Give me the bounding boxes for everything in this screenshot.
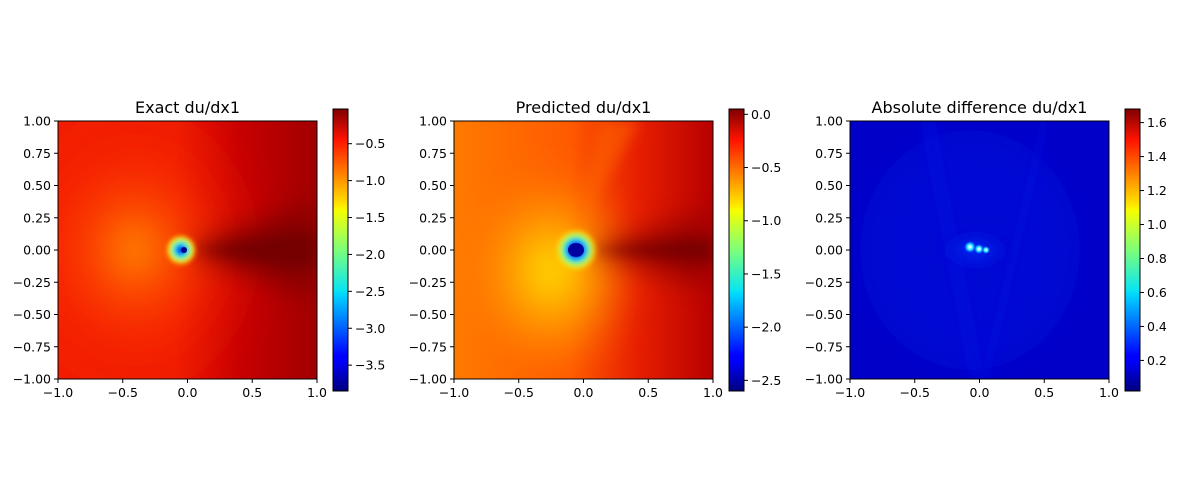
y-tick-label: 1.00 xyxy=(23,114,51,129)
panel-exact: Exact du/dx1 −1.0 −0.5 0.0 0.5 1.0 1.00 0.75 0… xyxy=(13,98,386,400)
x-tick-label: −0.5 xyxy=(900,385,930,400)
y-tick-label: 0.00 xyxy=(815,243,843,258)
y-axis: 1.00 0.75 0.50 0.25 0.00 −0.25 −0.50 −0.75 −1.00 xyxy=(805,114,850,387)
x-tick-label: 1.0 xyxy=(703,385,723,400)
colorbar-tick-label: −2.5 xyxy=(751,373,781,388)
y-tick-label: −0.75 xyxy=(805,339,843,354)
x-tick-label: −0.5 xyxy=(108,385,138,400)
y-tick-label: 0.00 xyxy=(23,243,51,258)
colorbar: 0.0 −0.5 −1.0 −1.5 −2.0 −2.5 xyxy=(728,107,781,392)
colorbar-tick-label: −3.5 xyxy=(355,358,385,373)
colorbar-tick-label: 1.4 xyxy=(1147,149,1167,164)
panel-title: Predicted du/dx1 xyxy=(516,98,652,117)
colorbar-ticks: 0.0 −0.5 −1.0 −1.5 −2.0 −2.5 xyxy=(744,107,781,388)
colorbar-tick-label: 0.6 xyxy=(1147,285,1167,300)
x-tick-label: −0.5 xyxy=(504,385,534,400)
colorbar: 1.6 1.4 1.2 1.0 0.8 0.6 0.4 0.2 xyxy=(1124,108,1167,392)
y-tick-label: −0.25 xyxy=(805,275,843,290)
y-tick-label: −0.50 xyxy=(805,307,843,322)
x-tick-label: 0.0 xyxy=(574,385,594,400)
colorbar-tick-label: −2.0 xyxy=(751,320,781,335)
colorbar: −0.5 −1.0 −1.5 −2.0 −2.5 −3.0 −3.5 xyxy=(332,108,385,392)
y-tick-label: −0.75 xyxy=(13,339,51,354)
y-tick-label: 0.75 xyxy=(419,146,447,161)
y-axis: 1.00 0.75 0.50 0.25 0.00 −0.25 −0.50 −0.75 −1.00 xyxy=(409,114,454,387)
panel-title: Exact du/dx1 xyxy=(135,98,240,117)
y-tick-label: 0.00 xyxy=(419,243,447,258)
colorbar-tick-label: 0.2 xyxy=(1147,353,1167,368)
x-axis: −1.0 −0.5 0.0 0.5 1.0 xyxy=(439,379,723,400)
x-tick-label: 1.0 xyxy=(307,385,327,400)
y-axis: 1.00 0.75 0.50 0.25 0.00 −0.25 −0.50 −0.75 −1.00 xyxy=(13,114,58,387)
panel-title: Absolute difference du/dx1 xyxy=(872,98,1088,117)
x-tick-label: 0.0 xyxy=(970,385,990,400)
colorbar-ticks: −0.5 −1.0 −1.5 −2.0 −2.5 −3.0 −3.5 xyxy=(348,136,385,373)
colorbar-tick-label: −0.5 xyxy=(355,136,385,151)
y-tick-label: −0.75 xyxy=(409,339,447,354)
colorbar-tick-label: −2.0 xyxy=(355,247,385,262)
colorbar-tick-label: −1.0 xyxy=(355,173,385,188)
colorbar-tick-label: 0.4 xyxy=(1147,319,1167,334)
y-tick-label: 0.75 xyxy=(815,146,843,161)
y-tick-label: −0.50 xyxy=(13,307,51,322)
x-tick-label: 0.5 xyxy=(1034,385,1054,400)
heatmap-image xyxy=(454,121,713,379)
y-tick-label: 0.50 xyxy=(815,178,843,193)
heatmap-image xyxy=(58,121,317,379)
colorbar-tick-label: 1.0 xyxy=(1147,217,1167,232)
colorbar-tick-label: 1.6 xyxy=(1147,115,1167,130)
y-tick-label: −1.00 xyxy=(805,372,843,387)
y-tick-label: 0.50 xyxy=(23,178,51,193)
x-tick-label: −1.0 xyxy=(835,385,865,400)
colorbar-ticks: 1.6 1.4 1.2 1.0 0.8 0.6 0.4 0.2 xyxy=(1140,115,1167,368)
y-tick-label: −0.25 xyxy=(409,275,447,290)
y-tick-label: 0.75 xyxy=(23,146,51,161)
x-tick-label: 0.5 xyxy=(242,385,262,400)
y-tick-label: 0.25 xyxy=(23,210,51,225)
x-tick-label: −1.0 xyxy=(43,385,73,400)
y-tick-label: 0.25 xyxy=(419,210,447,225)
y-tick-label: −0.50 xyxy=(409,307,447,322)
colorbar-tick-label: −0.5 xyxy=(751,160,781,175)
heatmap-image xyxy=(850,121,1109,379)
y-tick-label: 1.00 xyxy=(815,114,843,129)
colorbar-tick-label: −2.5 xyxy=(355,284,385,299)
colorbar-tick-label: 0.0 xyxy=(751,107,771,122)
x-axis: −1.0 −0.5 0.0 0.5 1.0 xyxy=(43,379,327,400)
y-tick-label: 0.50 xyxy=(419,178,447,193)
y-tick-label: −1.00 xyxy=(409,372,447,387)
colorbar-tick-label: 1.2 xyxy=(1147,183,1167,198)
colorbar-tick-label: −3.0 xyxy=(355,321,385,336)
panel-predicted: Predicted du/dx1 −1.0 −0.5 0.0 0.5 1.0 1.00 0… xyxy=(409,98,782,400)
y-tick-label: −0.25 xyxy=(13,275,51,290)
colorbar-tick-label: 0.8 xyxy=(1147,251,1167,266)
panel-difference: Absolute difference du/dx1 −1.0 −0.5 0.0 0.… xyxy=(805,98,1167,400)
colorbar-tick-label: −1.5 xyxy=(355,210,385,225)
colorbar-tick-label: −1.5 xyxy=(751,266,781,281)
x-tick-label: 1.0 xyxy=(1099,385,1119,400)
x-tick-label: −1.0 xyxy=(439,385,469,400)
colorbar-tick-label: −1.0 xyxy=(751,213,781,228)
y-tick-label: 1.00 xyxy=(419,114,447,129)
y-tick-label: 0.25 xyxy=(815,210,843,225)
x-axis: −1.0 −0.5 0.0 0.5 1.0 xyxy=(835,379,1119,400)
y-tick-label: −1.00 xyxy=(13,372,51,387)
x-tick-label: 0.5 xyxy=(638,385,658,400)
x-tick-label: 0.0 xyxy=(178,385,198,400)
